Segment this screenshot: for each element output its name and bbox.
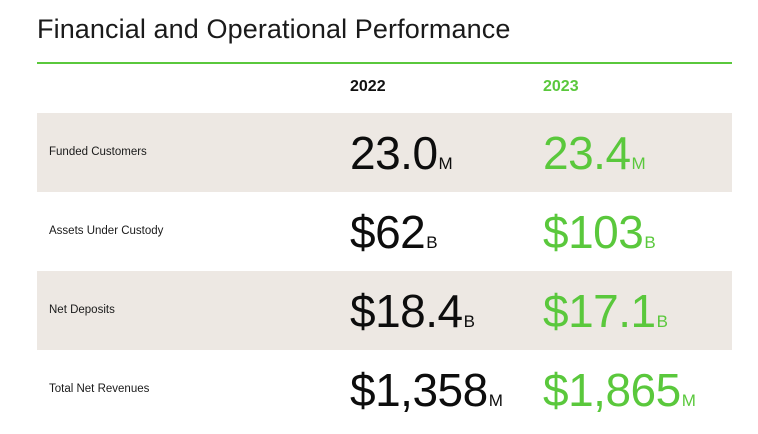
value-unit: M — [488, 391, 503, 410]
value-2023: 23.4M — [543, 121, 646, 185]
value-2022: $62B — [350, 200, 438, 264]
value-number: $1,865 — [543, 364, 681, 416]
table-row-net-deposits: Net Deposits $18.4B $17.1B — [37, 271, 732, 350]
value-number: $103 — [543, 206, 644, 258]
value-2023: $17.1B — [543, 279, 668, 343]
table-row-assets-under-custody: Assets Under Custody $62B $103B — [37, 192, 732, 271]
value-number: 23.0 — [350, 127, 438, 179]
value-number: $18.4 — [350, 285, 463, 337]
value-unit: M — [681, 391, 696, 410]
value-number: $1,358 — [350, 364, 488, 416]
value-number: 23.4 — [543, 127, 631, 179]
value-2023: $103B — [543, 200, 656, 264]
value-2022: 23.0M — [350, 121, 453, 185]
value-2022: $18.4B — [350, 279, 475, 343]
value-unit: B — [463, 312, 475, 331]
title-divider — [37, 62, 732, 64]
value-unit: M — [631, 154, 646, 173]
page-title: Financial and Operational Performance — [37, 14, 511, 44]
row-label: Assets Under Custody — [49, 225, 164, 237]
value-2023: $1,865M — [543, 358, 696, 422]
table-row-total-net-revenues: Total Net Revenues $1,358M $1,865M — [37, 350, 732, 429]
value-unit: M — [438, 154, 453, 173]
row-label: Funded Customers — [49, 146, 147, 158]
value-unit: B — [426, 233, 438, 252]
table-row-funded-customers: Funded Customers 23.0M 23.4M — [37, 113, 732, 192]
value-unit: B — [644, 233, 656, 252]
value-unit: B — [656, 312, 668, 331]
column-header-2023: 2023 — [543, 78, 579, 95]
row-label: Total Net Revenues — [49, 383, 150, 395]
value-number: $17.1 — [543, 285, 656, 337]
column-header-2022: 2022 — [350, 78, 386, 95]
row-label: Net Deposits — [49, 304, 115, 316]
value-2022: $1,358M — [350, 358, 503, 422]
value-number: $62 — [350, 206, 426, 258]
